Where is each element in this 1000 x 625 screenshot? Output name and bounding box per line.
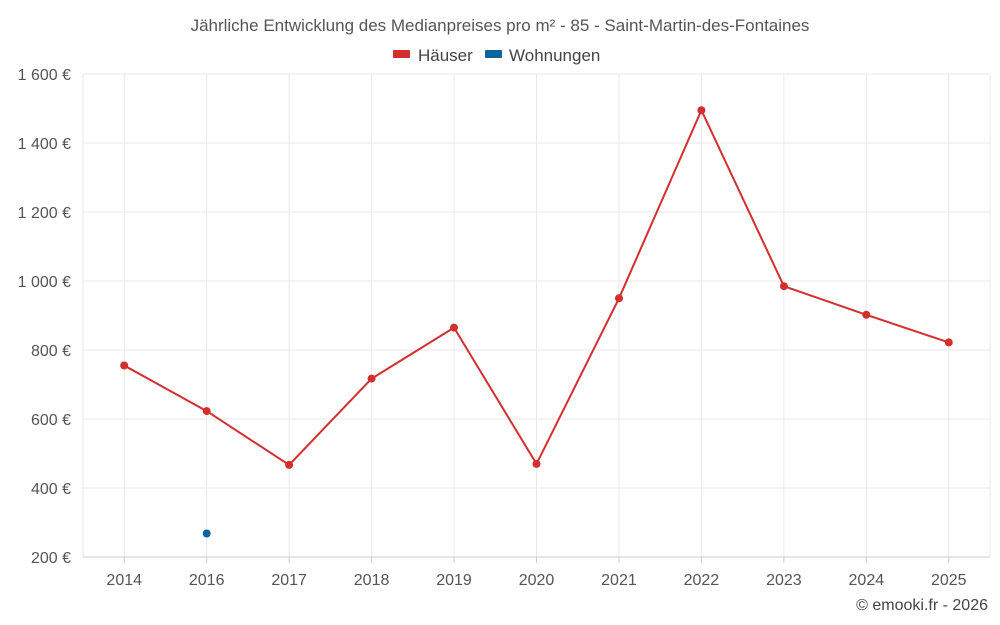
credit-text: © emooki.fr - 2026 (856, 597, 988, 614)
x-tick-label: 2025 (931, 572, 967, 589)
plot-area (120, 106, 953, 538)
legend-label-haeuser: Häuser (418, 46, 473, 65)
data-point-haeuser[interactable] (944, 338, 953, 347)
x-axis: 2014 2016 2017 2018 2019 2020 2021 2022 2023 2024… (83, 556, 990, 589)
x-tick-label: 2023 (766, 572, 802, 589)
data-point-haeuser[interactable] (285, 460, 294, 469)
data-point-haeuser[interactable] (532, 459, 541, 468)
x-tick-label: 2021 (601, 572, 637, 589)
y-tick-label: 1 600 € (18, 67, 71, 84)
x-tick-label: 2017 (271, 572, 307, 589)
y-tick-label: 1 000 € (18, 274, 71, 291)
data-point-haeuser[interactable] (120, 361, 129, 370)
y-tick-label: 1 200 € (18, 205, 71, 222)
data-point-haeuser[interactable] (615, 294, 623, 303)
legend-swatch-wohnungen (485, 50, 502, 58)
x-tick-label: 2016 (189, 572, 225, 589)
x-tick-label: 2019 (436, 572, 472, 589)
chart-title: Jährliche Entwicklung des Medianpreises … (191, 16, 810, 35)
x-tick-label: 2014 (106, 572, 142, 589)
data-point-wohnungen[interactable] (202, 529, 211, 538)
x-tick-label: 2022 (684, 572, 720, 589)
x-tick-label: 2020 (519, 572, 555, 589)
legend: Häuser Wohnungen (393, 46, 600, 65)
y-tick-label: 600 € (31, 412, 71, 429)
data-point-haeuser[interactable] (450, 323, 458, 332)
y-tick-label: 200 € (31, 550, 71, 567)
legend-label-wohnungen: Wohnungen (509, 46, 600, 65)
data-point-haeuser[interactable] (202, 407, 211, 416)
data-point-haeuser[interactable] (367, 374, 376, 383)
data-point-haeuser[interactable] (697, 106, 706, 115)
data-point-haeuser[interactable] (779, 282, 788, 291)
y-tick-label: 400 € (31, 481, 71, 498)
x-tick-label: 2024 (849, 572, 885, 589)
data-point-haeuser[interactable] (862, 310, 871, 319)
legend-swatch-haeuser (393, 50, 410, 58)
y-tick-label: 1 400 € (18, 136, 71, 153)
legend-item-haeuser[interactable]: Häuser (393, 46, 473, 65)
y-tick-label: 800 € (31, 343, 71, 360)
y-axis: 200 € 400 € 600 € 800 € 1 000 € 1 200 € 1 400 … (18, 67, 71, 567)
legend-item-wohnungen[interactable]: Wohnungen (485, 46, 600, 65)
grid (82, 73, 991, 557)
x-tick-label: 2018 (354, 572, 390, 589)
